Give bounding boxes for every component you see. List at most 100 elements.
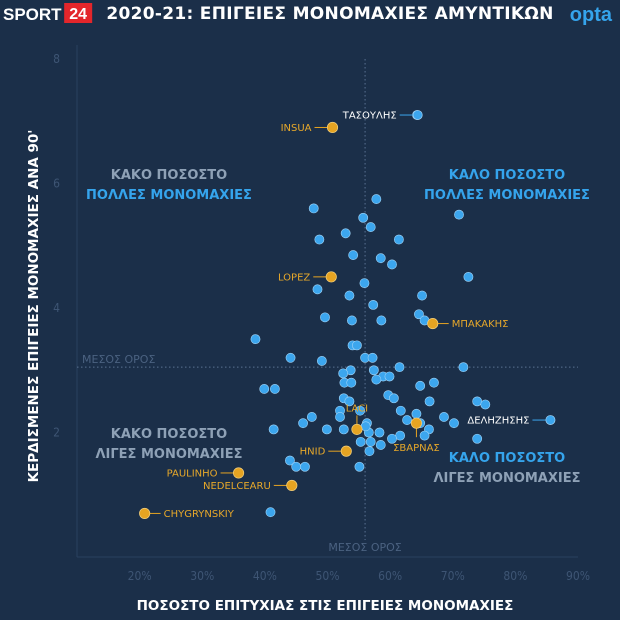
data-point: [387, 433, 397, 444]
x-tick-label: 40%: [253, 569, 277, 583]
point-label: ΜΠΑΚΑΚΗΣ: [452, 319, 509, 330]
labeled-point: LACI: [346, 403, 368, 435]
point-label: ΔΕΛΗΖΗΣΗΣ: [467, 416, 529, 427]
data-point: [367, 352, 378, 363]
data-point-highlight: [351, 423, 363, 435]
y-tick-label: 6: [53, 177, 60, 191]
sport24-logo: SPORT 24: [3, 3, 93, 24]
chart-title: 2020-21: ΕΠΙΓΕΙΕΣ ΜΟΝΟΜΑΧΙΕΣ ΑΜΥΝΤΙΚΩΝ: [106, 4, 553, 24]
labeled-point: CHYGRYNSKIY: [139, 507, 235, 520]
point-label: LACI: [346, 403, 368, 414]
data-point: [472, 396, 483, 407]
labeled-point: ΔΕΛΗΖΗΣΗΣ: [467, 415, 556, 427]
data-point: [365, 222, 376, 232]
data-point: [355, 405, 365, 416]
data-point: [454, 209, 464, 220]
x-tick-label: 90%: [566, 569, 590, 583]
data-point-highlight: [410, 417, 422, 429]
x-tick-label: 20%: [128, 569, 152, 583]
data-point: [285, 455, 295, 466]
data-point: [312, 284, 323, 295]
logo-number-box: [64, 3, 93, 23]
data-point: [415, 380, 426, 391]
data-point: [384, 371, 395, 382]
data-points: [250, 110, 491, 518]
y-tick-label: 8: [53, 52, 60, 66]
quadrant-label-tr: ΠΟΛΛΕΣ ΜΟΝΟΜΑΧΙΕΣ: [424, 188, 590, 203]
data-point: [306, 412, 317, 422]
labeled-point: ΤΑΣΟΥΛΗΣ: [342, 110, 423, 122]
data-point-highlight: [427, 318, 439, 330]
labeled-point: HNID: [300, 445, 352, 458]
data-point: [348, 250, 359, 260]
point-label: PAULINHO: [167, 468, 218, 479]
x-axis-title: ΠΟΣΟΣΤΟ ΕΠΙΤΥΧΙΑΣ ΣΤΙΣ ΕΠΙΓΕΙΕΣ ΜΟΝΟΜΑΧΙ…: [137, 598, 514, 614]
average-x-label: ΜΕΣΟΣ ΟΡΟΣ: [328, 541, 401, 554]
labeled-points: ΤΑΣΟΥΛΗΣ INSUA LOPEZ ΜΠΑΚΑΚΗΣ ΔΕΛΗΖΗΣΗΣ LACI Σ…: [139, 110, 556, 520]
point-label: INSUA: [281, 123, 312, 134]
data-point: [395, 405, 406, 416]
data-point: [250, 334, 261, 345]
data-point: [374, 427, 385, 438]
y-axis-title: ΚΕΡΔΙΣΜΕΝΕΣ ΕΠΙΓΕΙΕΣ ΜΟΝΟΜΑΧΙΕΣ ΑΝΑ 90': [26, 130, 42, 483]
data-point: [355, 436, 366, 447]
data-point: [480, 399, 491, 410]
y-tick-label: 2: [53, 426, 60, 440]
data-point: [393, 234, 404, 245]
data-point: [320, 312, 330, 323]
data-point: [376, 315, 387, 326]
data-point: [394, 362, 405, 373]
data-point: [375, 440, 386, 450]
labeled-point: ΣΒΑΡΝΑΣ: [393, 417, 440, 454]
data-point: [424, 396, 435, 407]
quadrant-label-br: ΚΑΛΟ ΠΟΣΟΣΤΟ: [449, 451, 565, 466]
x-tick-label: 50%: [316, 569, 340, 583]
labeled-point: LOPEZ: [278, 271, 337, 283]
average-y-label: ΜΕΣΟΣ ΟΡΟΣ: [82, 353, 155, 366]
data-point: [439, 412, 449, 422]
data-point-highlight: [139, 507, 151, 519]
data-point: [346, 377, 357, 388]
data-point: [472, 433, 483, 444]
x-tick-label: 70%: [441, 569, 465, 583]
data-point: [449, 418, 459, 429]
data-point-highlight: [545, 415, 556, 425]
data-point: [347, 315, 357, 326]
x-tick-label: 30%: [190, 569, 214, 583]
data-point: [365, 436, 376, 447]
quadrant-label-tl: ΠΟΛΛΕΣ ΜΟΝΟΜΑΧΙΕΣ: [86, 188, 252, 203]
data-point: [411, 408, 422, 419]
data-point: [429, 377, 439, 388]
point-label: LOPEZ: [278, 272, 310, 283]
point-label: ΤΑΣΟΥΛΗΣ: [342, 111, 397, 122]
data-point: [338, 368, 349, 379]
x-tick-label: 60%: [378, 569, 402, 583]
data-point: [387, 259, 397, 270]
data-point: [344, 396, 355, 407]
average-lines: ΜΕΣΟΣ ΟΡΟΣ ΜΕΣΟΣ ΟΡΟΣ: [77, 59, 578, 554]
data-point: [300, 461, 310, 472]
data-point: [368, 365, 379, 376]
data-point: [375, 253, 386, 264]
data-point: [358, 212, 369, 223]
data-point: [352, 340, 362, 351]
data-point: [371, 374, 382, 385]
axis-ticks: 20% 30% 40% 50% 60% 70% 80% 90% 2 4 6 8: [53, 52, 590, 583]
data-point: [265, 507, 276, 518]
data-point: [402, 415, 412, 425]
quadrant-label-tr: ΚΑΛΟ ΠΟΣΟΣΤΟ: [449, 168, 565, 183]
point-label: ΣΒΑΡΝΑΣ: [393, 443, 440, 454]
data-point: [344, 290, 355, 301]
labeled-point: ΜΠΑΚΑΚΗΣ: [427, 318, 509, 330]
data-point: [395, 430, 406, 441]
data-point: [335, 412, 345, 422]
data-point: [414, 309, 424, 320]
opta-logo: opta: [570, 4, 613, 26]
data-point: [316, 356, 327, 366]
data-point: [259, 384, 270, 394]
data-point-highlight: [326, 121, 339, 134]
point-label: NEDELCEARU: [203, 481, 271, 492]
y-tick-label: 4: [53, 301, 60, 315]
data-point: [458, 362, 469, 373]
